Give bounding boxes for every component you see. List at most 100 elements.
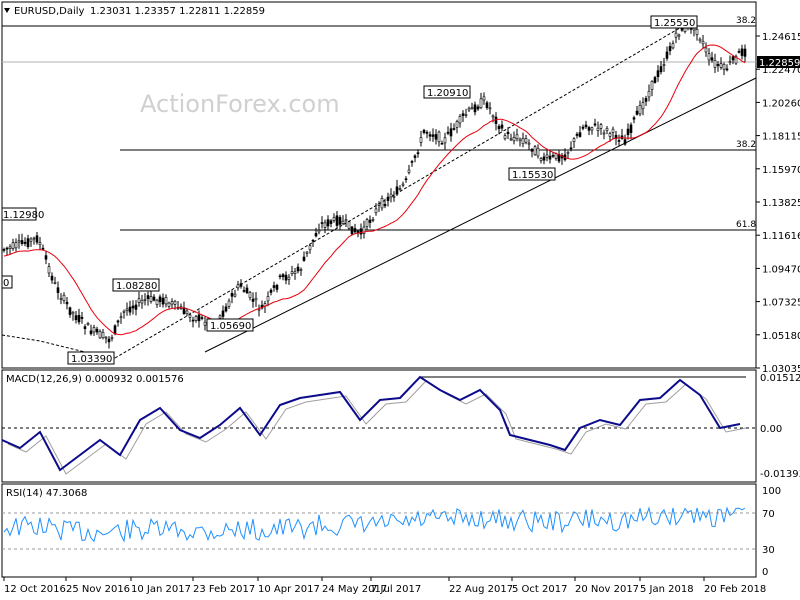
candle-body: [146, 295, 150, 299]
price-panel-frame: [1, 1, 757, 369]
candle-body: [71, 312, 75, 315]
candle-body: [257, 308, 261, 311]
macd-signal-line: [7, 380, 747, 475]
level-box-1.25550: 1.25550: [650, 15, 698, 29]
svg-text:1.15530: 1.15530: [512, 170, 553, 181]
candle-body: [647, 90, 651, 98]
candle-body: [434, 134, 438, 140]
candle-body: [533, 146, 537, 156]
x-axis: 12 Oct 2016 25 Nov 2016 10 Jan 2017 23 Feb …: [3, 577, 766, 595]
candle-body: [521, 138, 525, 145]
level-box-left-0: 0: [1, 275, 13, 289]
candle-body: [77, 314, 81, 323]
candle-body: [497, 125, 501, 130]
candle-body: [530, 149, 534, 152]
candle-body: [641, 102, 645, 110]
candle-body: [29, 238, 33, 242]
fib-label-top: 38.2: [736, 16, 756, 26]
candle-body: [545, 154, 549, 158]
candle-body: [551, 155, 555, 157]
macd-tick-top: 0.01512: [760, 373, 800, 384]
candle-body: [374, 208, 378, 214]
candle-body: [161, 297, 165, 305]
candle-body: [446, 131, 450, 134]
macd-line: [1, 375, 741, 472]
candle-body: [671, 43, 675, 49]
candle-body: [125, 308, 129, 311]
price-tick: 1.05180: [762, 331, 800, 342]
candle-body: [290, 271, 294, 274]
candle-body: [623, 139, 627, 145]
candle-body: [191, 319, 195, 322]
candle-body: [347, 221, 351, 229]
level-box-1.15530: 1.15530: [508, 167, 556, 181]
price-tick: 1.07325: [762, 298, 800, 309]
candle-body: [272, 285, 276, 288]
candle-body: [410, 161, 414, 163]
candle-body: [227, 300, 231, 307]
candle-body: [317, 229, 321, 233]
candle-body: [248, 292, 252, 298]
candle-body: [65, 301, 69, 305]
x-tick-label: 24 May 2017: [322, 584, 387, 595]
candle-body: [473, 104, 477, 113]
candle-body: [53, 282, 57, 284]
svg-text:1.08280: 1.08280: [116, 281, 157, 292]
candle-body: [167, 302, 171, 307]
candle-body: [299, 269, 303, 271]
x-tick-label: 25 Nov 2016: [66, 584, 130, 595]
candle-body: [608, 133, 612, 137]
candle-body: [488, 107, 492, 110]
candle-body: [44, 255, 48, 260]
candle-body: [92, 327, 96, 333]
candle-body: [725, 68, 729, 71]
candle-body: [350, 226, 354, 235]
price-tick: 1.22470: [762, 65, 800, 76]
candle-body: [728, 61, 732, 63]
candle-body: [524, 138, 528, 143]
candle-body: [386, 196, 390, 201]
candle-body: [719, 63, 723, 68]
candle-body: [365, 219, 369, 227]
candle-body: [128, 306, 132, 313]
candle-body: [458, 115, 462, 124]
ohlc-label: 1.23031 1.23357 1.22811 1.22859: [90, 6, 265, 17]
candle-body: [509, 138, 513, 141]
candle-body: [602, 132, 606, 135]
x-tick-label: 10 Jan 2017: [131, 584, 191, 595]
candle-body: [578, 132, 582, 137]
candle-body: [233, 293, 237, 297]
candle-body: [122, 310, 126, 313]
candle-body: [392, 195, 396, 198]
candle-body: [86, 323, 90, 325]
x-tick-label: 20 Nov 2017: [575, 584, 639, 595]
candle-body: [437, 131, 441, 143]
candle-body: [452, 128, 456, 130]
candle-body: [464, 114, 468, 116]
price-tick: 1.09470: [762, 264, 800, 275]
candle-body: [734, 55, 738, 64]
candle-body: [614, 134, 618, 139]
dropdown-arrow-icon[interactable]: [4, 8, 10, 13]
candle-body: [143, 299, 147, 301]
candle-body: [59, 298, 63, 300]
candle-body: [107, 338, 111, 343]
price-tick: 1.20260: [762, 98, 800, 109]
candle-body: [398, 188, 402, 190]
candle-body: [584, 124, 588, 128]
price-tick: 1.15970: [762, 165, 800, 176]
fib-label-382: 38.2: [736, 140, 756, 150]
trendline-channel: [114, 21, 691, 359]
watermark: ActionForex.com: [140, 90, 340, 118]
candle-body: [536, 147, 540, 157]
candle-body: [239, 283, 243, 287]
candle-body: [158, 296, 162, 302]
level-box-1.20910: 1.20910: [423, 85, 471, 99]
candle-body: [344, 219, 348, 222]
x-tick-label: 5 Oct 2017: [512, 584, 567, 595]
candle-body: [2, 249, 6, 251]
candle-body: [404, 178, 408, 181]
candle-body: [371, 219, 375, 221]
candle-body: [512, 137, 516, 142]
candle-body: [581, 126, 585, 129]
